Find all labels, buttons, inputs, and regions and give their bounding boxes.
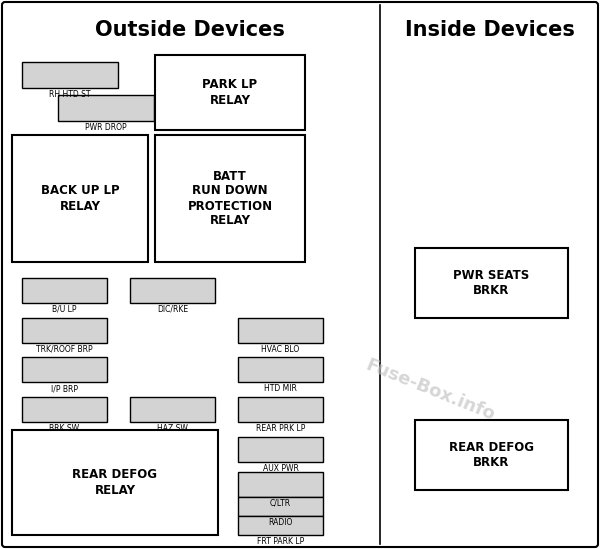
Bar: [12, 430, 218, 535]
Text: TRK/ROOF BRP: TRK/ROOF BRP: [36, 345, 93, 354]
Text: PARK LP
RELAY: PARK LP RELAY: [202, 79, 257, 107]
Text: Fuse-Box.info: Fuse-Box.info: [363, 356, 497, 424]
Text: BRK SW: BRK SW: [49, 424, 80, 433]
Text: FRT PARK LP: FRT PARK LP: [257, 537, 304, 546]
Bar: [415, 248, 568, 318]
Bar: [238, 497, 323, 516]
Bar: [155, 55, 305, 130]
Bar: [238, 472, 323, 497]
Bar: [238, 357, 323, 382]
Text: AUX PWR: AUX PWR: [263, 464, 298, 473]
Bar: [22, 62, 118, 88]
Text: RADIO: RADIO: [268, 518, 293, 527]
Text: BATT
RUN DOWN
PROTECTION
RELAY: BATT RUN DOWN PROTECTION RELAY: [187, 170, 272, 227]
Bar: [12, 135, 148, 262]
Text: REAR DEFOG
RELAY: REAR DEFOG RELAY: [73, 468, 157, 496]
Bar: [22, 397, 107, 422]
Text: Inside Devices: Inside Devices: [405, 20, 575, 40]
Text: B/U LP: B/U LP: [52, 305, 77, 314]
Text: HTD MIR: HTD MIR: [264, 384, 297, 393]
Text: PWR DROP: PWR DROP: [85, 123, 127, 132]
Bar: [155, 135, 305, 262]
Bar: [22, 357, 107, 382]
Bar: [238, 437, 323, 462]
Text: DIC/RKE: DIC/RKE: [157, 305, 188, 314]
Text: BACK UP LP
RELAY: BACK UP LP RELAY: [41, 184, 119, 212]
Bar: [238, 397, 323, 422]
Text: REAR DEFOG
BRKR: REAR DEFOG BRKR: [449, 441, 534, 469]
Text: REAR PRK LP: REAR PRK LP: [256, 424, 305, 433]
Bar: [130, 278, 215, 303]
Bar: [130, 397, 215, 422]
Text: PWR SEATS
BRKR: PWR SEATS BRKR: [454, 269, 530, 297]
Text: RH HTD ST: RH HTD ST: [49, 90, 91, 99]
Bar: [22, 278, 107, 303]
Text: Outside Devices: Outside Devices: [95, 20, 285, 40]
Text: HVAC BLO: HVAC BLO: [262, 345, 299, 354]
Bar: [238, 318, 323, 343]
Bar: [238, 516, 323, 535]
Text: C/LTR: C/LTR: [270, 499, 291, 508]
Bar: [58, 95, 154, 121]
Bar: [22, 318, 107, 343]
Bar: [415, 420, 568, 490]
Text: I/P BRP: I/P BRP: [51, 384, 78, 393]
Text: HAZ SW: HAZ SW: [157, 424, 188, 433]
